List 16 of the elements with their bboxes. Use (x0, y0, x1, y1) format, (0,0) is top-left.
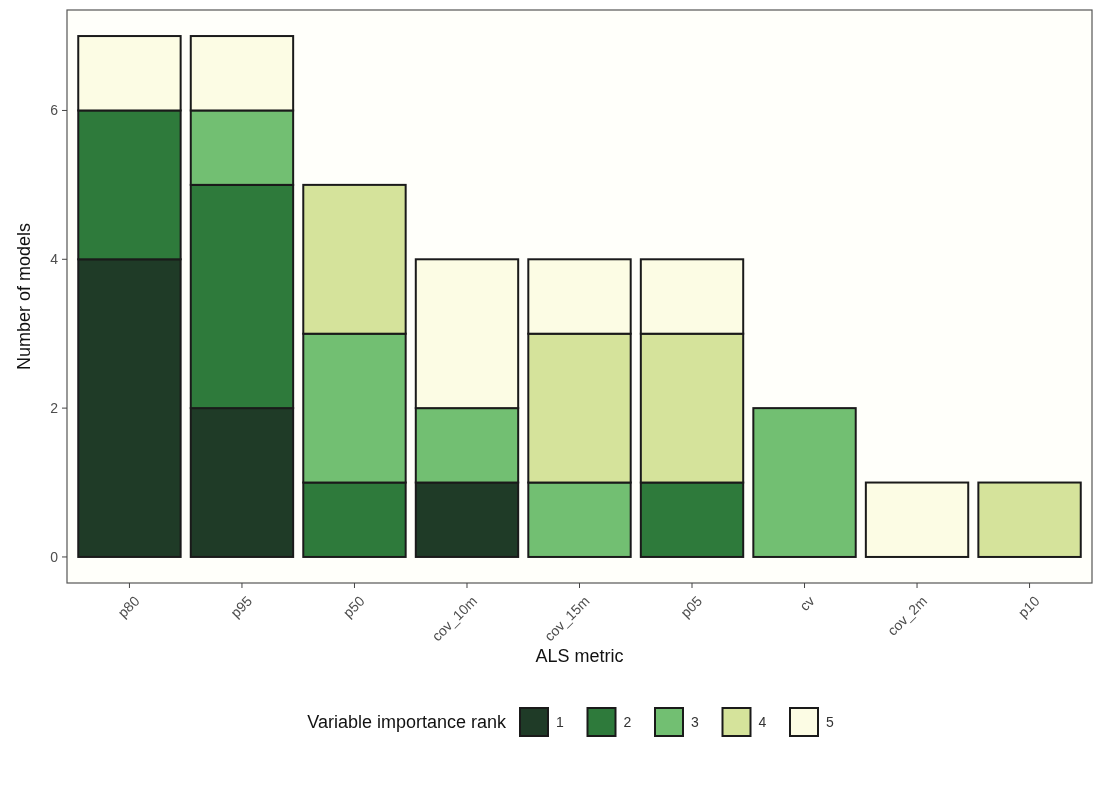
y-tick-label: 0 (50, 548, 59, 565)
legend-title: Variable importance rank (307, 712, 507, 733)
legend-label: 2 (623, 713, 632, 730)
y-tick-label: 2 (50, 400, 59, 417)
bar (752, 407, 857, 558)
legend-label: 5 (826, 713, 834, 730)
y-tick-label: 4 (50, 251, 59, 268)
x-tick-label: cv (796, 592, 818, 614)
legend-label: 4 (758, 713, 767, 730)
bar (977, 481, 1082, 558)
x-axis-title: ALS metric (535, 646, 624, 666)
legend-label: 3 (691, 713, 699, 730)
legend-label: 1 (556, 713, 564, 730)
bar (864, 481, 970, 558)
y-axis-title: Number of models (14, 222, 34, 371)
y-tick-label: 6 (50, 102, 59, 119)
